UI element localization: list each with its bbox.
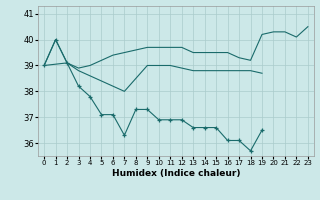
X-axis label: Humidex (Indice chaleur): Humidex (Indice chaleur) — [112, 169, 240, 178]
